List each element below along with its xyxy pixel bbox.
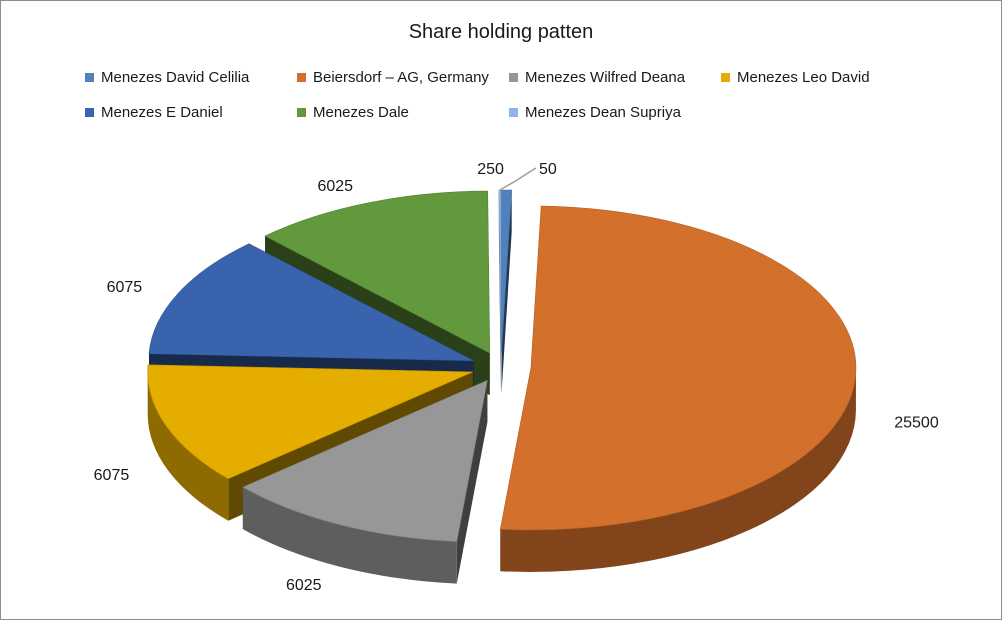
legend-swatch — [509, 108, 518, 117]
slice-outer-wall — [242, 487, 457, 584]
slice-top — [148, 243, 474, 362]
legend-entry: Menezes Leo David — [721, 69, 870, 86]
legend-entry: Menezes David Celilia — [85, 69, 249, 86]
legend-swatch — [509, 73, 518, 82]
legend-entry: Menezes E Daniel — [85, 104, 223, 121]
legend-swatch — [85, 108, 94, 117]
slice-top — [499, 205, 857, 531]
pie-slice — [501, 189, 512, 395]
slice-side-wall — [501, 190, 512, 395]
data-label: 6025 — [286, 577, 322, 594]
data-label: 25500 — [894, 414, 939, 431]
leader-line — [499, 167, 537, 191]
slice-top — [501, 189, 512, 353]
slice-top — [147, 364, 473, 480]
legend-swatch — [297, 108, 306, 117]
legend-entry: Menezes Wilfred Deana — [509, 69, 685, 86]
pie-slice — [499, 205, 857, 572]
data-label: 6075 — [94, 467, 130, 484]
legend-label: Menezes Dean Supriya — [525, 104, 681, 121]
slice-top — [264, 190, 491, 354]
legend-label: Menezes E Daniel — [101, 104, 223, 121]
data-label: 50 — [539, 161, 557, 178]
legend-entry: Menezes Dale — [297, 104, 409, 121]
legend-label: Menezes Dale — [313, 104, 409, 121]
data-label: 6025 — [317, 178, 353, 195]
legend-swatch — [85, 73, 94, 82]
slice-outer-wall — [500, 367, 856, 572]
legend: Menezes David Celilia Beiersdorf – AG, G… — [1, 1, 1001, 131]
legend-label: Menezes David Celilia — [101, 69, 250, 86]
pie-slice — [242, 379, 488, 584]
legend-swatch — [721, 73, 730, 82]
data-label: 250 — [477, 161, 504, 178]
slice-top — [498, 189, 502, 353]
pie-slice — [498, 189, 502, 395]
slice-outer-wall — [147, 371, 229, 521]
legend-entry: Beiersdorf – AG, Germany — [297, 69, 489, 86]
legend-label: Menezes Leo David — [737, 69, 870, 86]
chart-title: Share holding patten — [408, 21, 594, 43]
legend-label: Menezes Wilfred Deana — [525, 69, 686, 86]
legend-swatch — [297, 73, 306, 82]
legend-label: Beiersdorf – AG, Germany — [313, 69, 489, 86]
data-label: 6075 — [107, 279, 143, 296]
slice-side-wall — [456, 380, 488, 584]
legend-entry: Menezes Dean Supriya — [509, 104, 681, 121]
slice-top — [242, 379, 488, 542]
